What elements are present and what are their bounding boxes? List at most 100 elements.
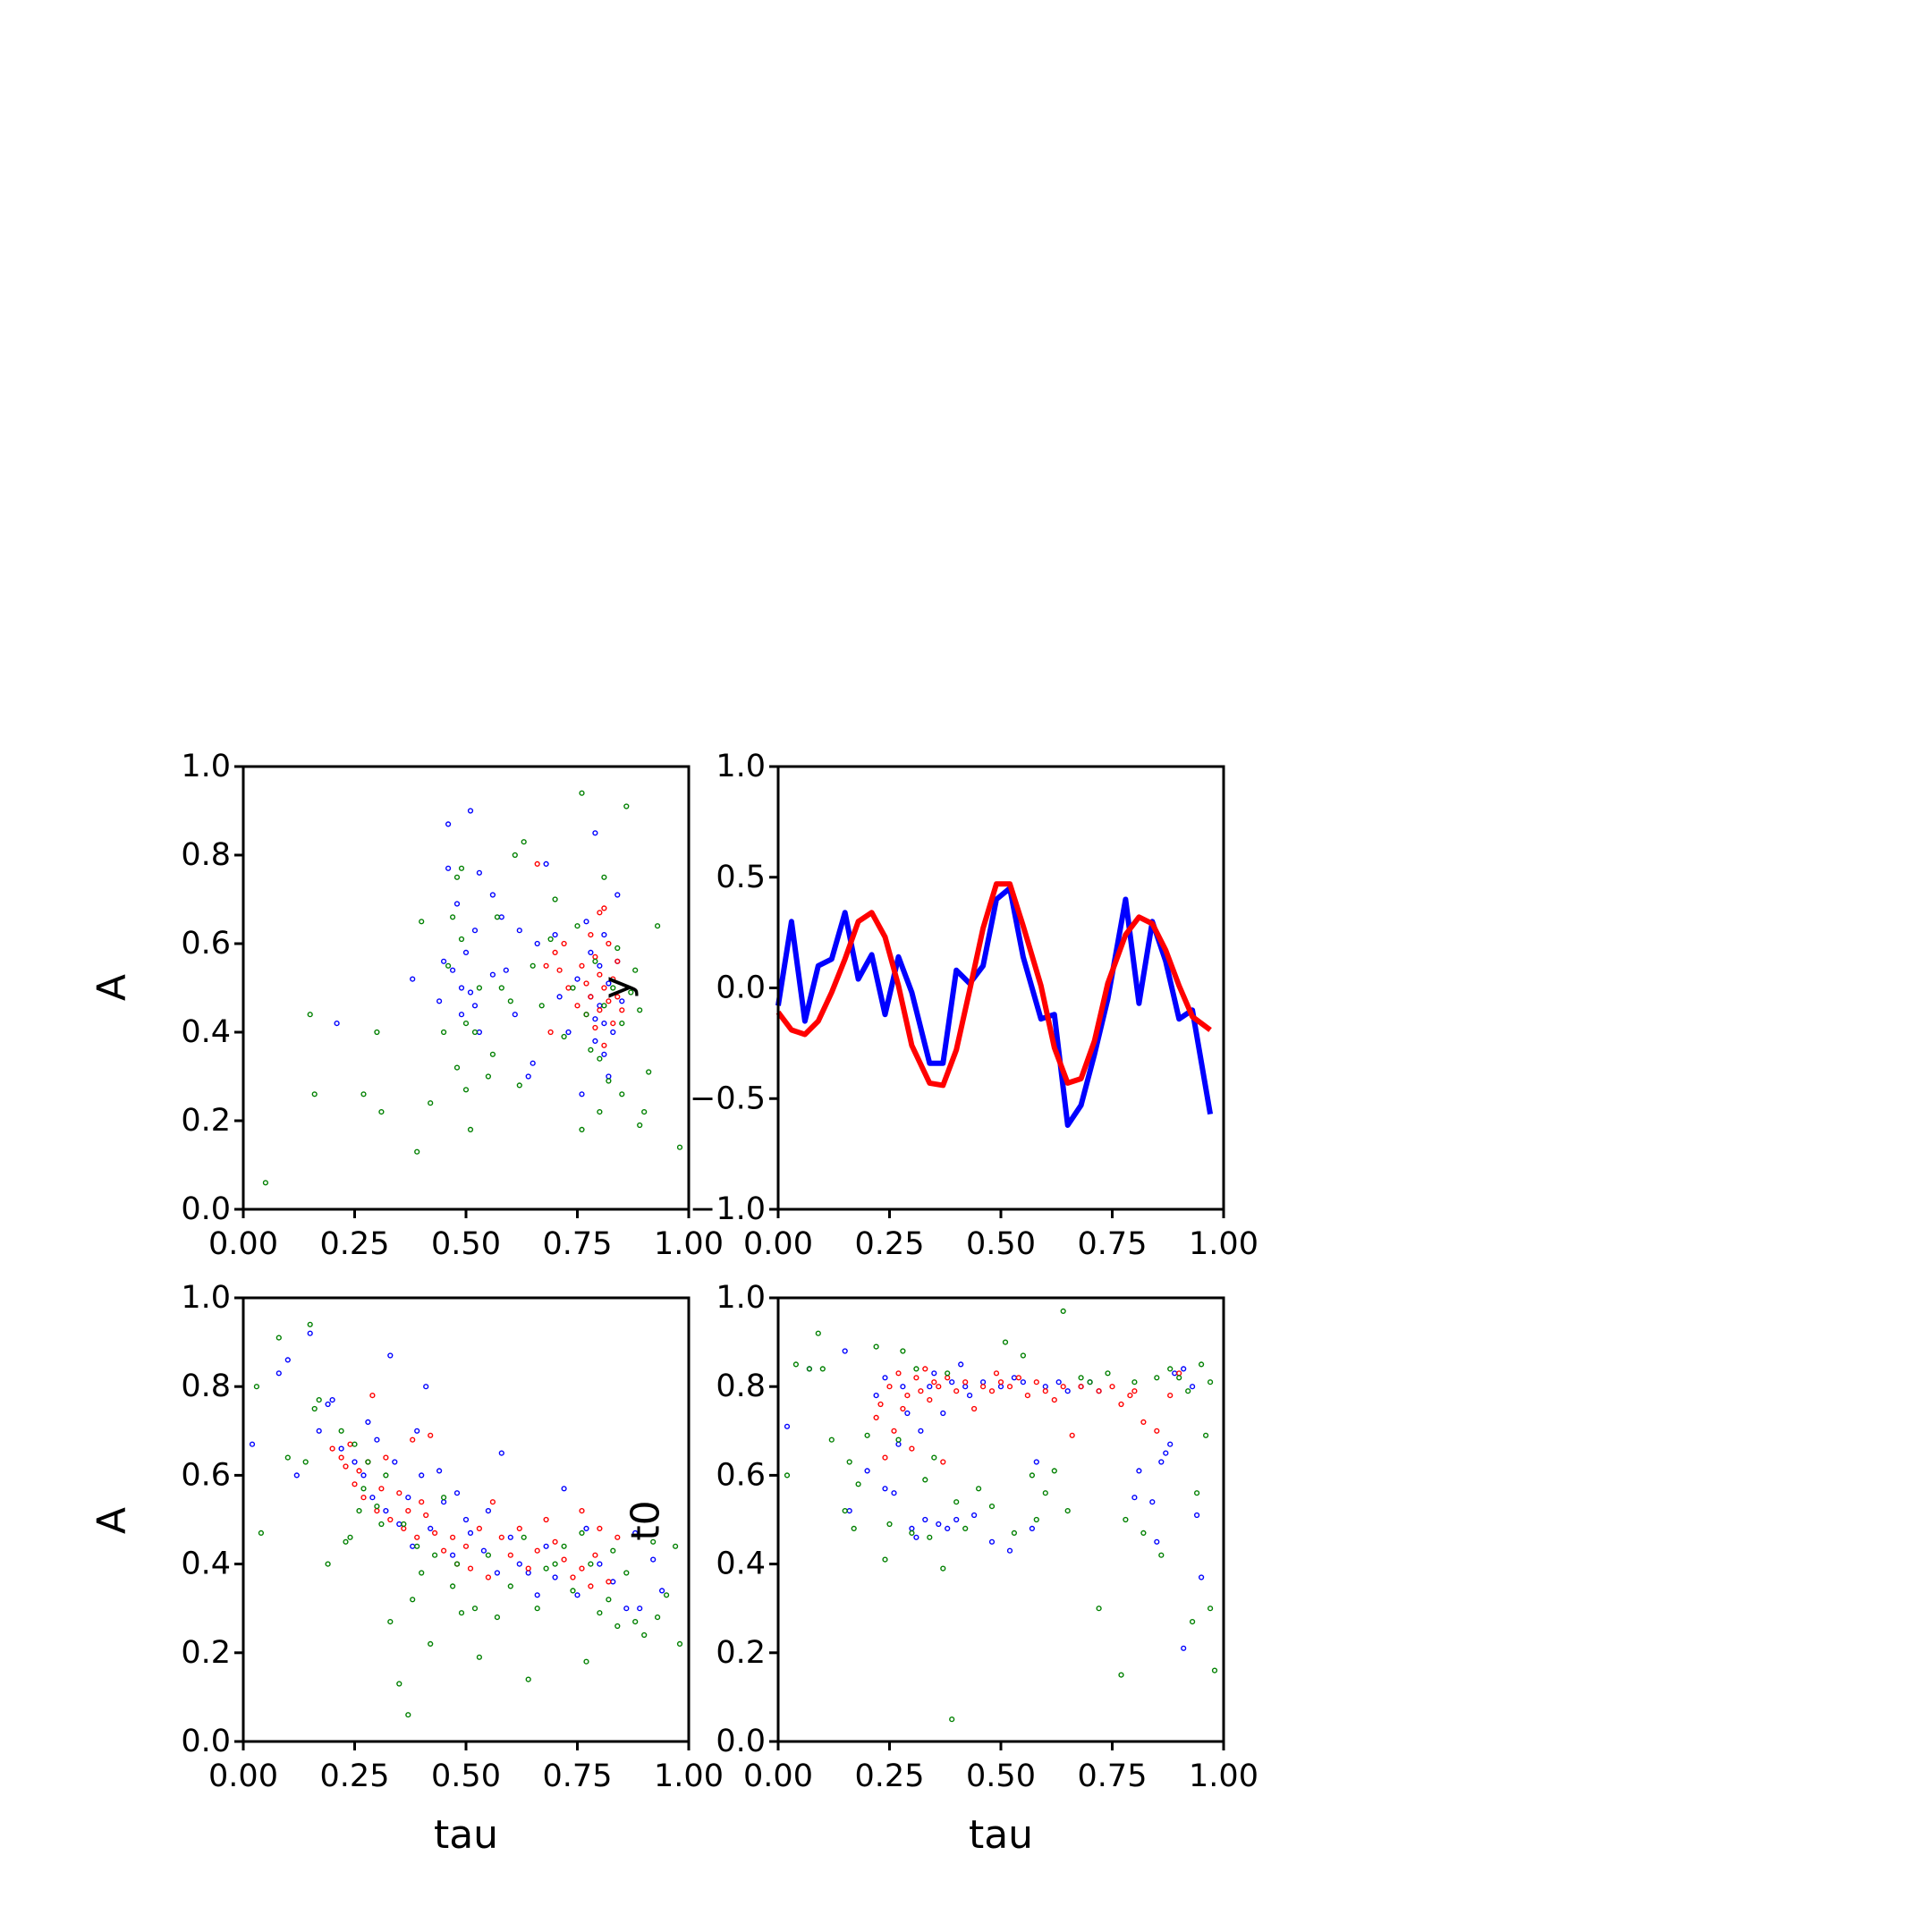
panel-top-left-point-green bbox=[583, 1012, 589, 1018]
panel-bottom-left-point-green bbox=[676, 1640, 683, 1648]
panel-top-left-point-red bbox=[543, 962, 549, 969]
panel-bottom-right-point-red bbox=[918, 1388, 924, 1394]
panel-top-left-point-blue bbox=[489, 971, 496, 978]
panel-top-left-point-blue bbox=[606, 980, 612, 987]
panel-bottom-right-point-green bbox=[1140, 1530, 1147, 1537]
panel-bottom-right-point-red bbox=[953, 1388, 960, 1394]
panel-top-left-point-red bbox=[606, 940, 612, 947]
panel-bottom-left-point-blue bbox=[369, 1495, 376, 1501]
panel-bottom-right-point-red bbox=[1060, 1384, 1066, 1390]
panel-top-left-point-blue bbox=[601, 1051, 607, 1057]
panel-top-left-point-blue bbox=[467, 808, 474, 814]
panel-bottom-left-point-red bbox=[462, 1543, 470, 1549]
panel-bottom-right-ytick-label: 0.8 bbox=[716, 1368, 766, 1404]
panel-top-right-ticks: 0.00 0.25 0.50 0.75 1.00 −1.0 −0.5 0.0 0.5 1.0 bbox=[690, 749, 1258, 1262]
panel-bottom-left-point-red bbox=[579, 1507, 585, 1514]
panel-bottom-right-point-red bbox=[1042, 1388, 1048, 1394]
panel-bottom-right-point-blue bbox=[1149, 1499, 1156, 1505]
panel-bottom-left-point-blue bbox=[650, 1556, 657, 1563]
panel-bottom-left-point-red bbox=[489, 1499, 496, 1505]
panel-top-left-point-red bbox=[561, 940, 567, 947]
panel-top-left-ytick-label: 1.0 bbox=[181, 749, 231, 784]
panel-bottom-right-point-blue bbox=[936, 1521, 942, 1528]
panel-bottom-right-point-blue bbox=[1198, 1574, 1205, 1580]
panel-top-left-point-red bbox=[606, 998, 612, 1004]
panel-top-left-point-blue bbox=[489, 892, 496, 898]
panel-bottom-right-point-red bbox=[900, 1405, 906, 1412]
panel-bottom-right-point-blue bbox=[1131, 1495, 1138, 1501]
panel-top-right-xtick-label: 0.25 bbox=[855, 1226, 925, 1262]
panel-top-left-point-green bbox=[614, 945, 621, 952]
panel-bottom-left-point-blue bbox=[507, 1534, 513, 1540]
panel-bottom-right-point-red bbox=[1006, 1384, 1013, 1390]
panel-top-left-point-blue bbox=[471, 1003, 479, 1009]
panel-bottom-left-point-green bbox=[453, 1561, 461, 1567]
panel-bottom-right-point-blue bbox=[1033, 1459, 1039, 1465]
panel-top-left-point-green bbox=[538, 1003, 545, 1009]
panel-top-left-point-red bbox=[597, 1007, 603, 1013]
panel-top-left-point-red bbox=[614, 994, 621, 1000]
panel-top-left-point-green bbox=[530, 962, 536, 969]
panel-bottom-right-point-green bbox=[806, 1366, 813, 1372]
panel-top-right-xtick-label: 0.00 bbox=[743, 1226, 813, 1262]
panel-bottom-left-point-blue bbox=[467, 1530, 474, 1537]
panel-bottom-right-point-green bbox=[1064, 1507, 1071, 1514]
panel-bottom-right-ytick-label: 0.6 bbox=[716, 1457, 766, 1493]
panel-top-left-point-red bbox=[601, 985, 607, 991]
panel-bottom-right-point-red bbox=[1140, 1419, 1147, 1426]
panel-top-right-frame bbox=[776, 765, 1225, 1211]
panel-top-left-point-red bbox=[597, 971, 603, 978]
panel-bottom-right-point-green bbox=[1207, 1606, 1214, 1612]
panel-bottom-left-point-green bbox=[432, 1552, 438, 1558]
panel-bottom-left-point-green bbox=[356, 1507, 362, 1514]
panel-bottom-left-point-red bbox=[383, 1454, 389, 1461]
panel-bottom-right-point-green bbox=[1033, 1516, 1039, 1523]
panel-top-left-point-green bbox=[489, 1051, 496, 1057]
panel-bottom-right-point-blue bbox=[913, 1534, 919, 1540]
panel-top-left-point-green bbox=[262, 1180, 269, 1186]
panel-bottom-left-point-blue bbox=[249, 1441, 256, 1447]
panel-bottom-left-point-blue bbox=[597, 1561, 603, 1567]
panel-top-left-point-green bbox=[307, 1012, 313, 1018]
panel-bottom-left-point-green bbox=[614, 1623, 621, 1630]
panel-bottom-right-point-green bbox=[949, 1716, 955, 1723]
panel-bottom-right-point-green bbox=[1078, 1375, 1084, 1381]
panel-bottom-left-point-red bbox=[352, 1481, 358, 1487]
panel-bottom-right-point-red bbox=[1109, 1384, 1115, 1390]
panel-bottom-left-point-green bbox=[597, 1610, 603, 1616]
panel-top-left-point-red bbox=[583, 980, 589, 987]
panel-bottom-left-point-blue bbox=[632, 1530, 639, 1537]
panel-bottom-left-point-blue bbox=[365, 1419, 371, 1426]
panel-top-left-point-blue bbox=[592, 830, 598, 836]
panel-bottom-left-ytick-label: 0.2 bbox=[181, 1635, 231, 1671]
panel-bottom-left-point-red bbox=[369, 1392, 376, 1399]
panel-bottom-left-point-red bbox=[561, 1556, 567, 1563]
panel-top-left-point-red bbox=[601, 1042, 607, 1048]
panel-bottom-right-point-red bbox=[895, 1370, 902, 1377]
panel-bottom-left-point-blue bbox=[485, 1507, 492, 1514]
panel-bottom-right-point-green bbox=[909, 1530, 915, 1537]
panel-top-right-ylabel: y bbox=[595, 976, 640, 999]
panel-bottom-left-ylabel: A bbox=[89, 1507, 135, 1534]
panel-bottom-right-point-green bbox=[1011, 1530, 1018, 1537]
panel-bottom-left-point-red bbox=[507, 1552, 513, 1558]
panel-bottom-left-point-green bbox=[258, 1530, 265, 1537]
panel-top-left-point-blue bbox=[445, 821, 452, 827]
panel-bottom-left-point-green bbox=[360, 1486, 367, 1492]
panel-top-left-point-green bbox=[311, 1091, 318, 1097]
panel-top-left-point-green bbox=[374, 1029, 380, 1036]
panel-top-left-point-blue bbox=[592, 1038, 598, 1045]
panel-top-left-point-blue bbox=[512, 1012, 518, 1018]
panel-bottom-right-point-red bbox=[970, 1405, 978, 1412]
panel-bottom-right-point-blue bbox=[784, 1423, 791, 1429]
panel-top-left-xtick-label: 0.00 bbox=[208, 1226, 278, 1262]
panel-bottom-right-point-green bbox=[975, 1486, 982, 1492]
panel-bottom-right-ytick-label: 1.0 bbox=[716, 1280, 766, 1316]
panel-top-left-point-green bbox=[632, 967, 639, 973]
panel-bottom-left-xtick-label: 0.25 bbox=[320, 1758, 390, 1794]
panel-bottom-left-point-blue bbox=[293, 1472, 300, 1479]
panel-bottom-right-point-blue bbox=[1029, 1525, 1036, 1532]
panel-bottom-right-point-blue bbox=[1154, 1538, 1160, 1545]
panel-bottom-left-point-blue bbox=[428, 1525, 434, 1532]
panel-bottom-left-point-red bbox=[343, 1463, 349, 1470]
